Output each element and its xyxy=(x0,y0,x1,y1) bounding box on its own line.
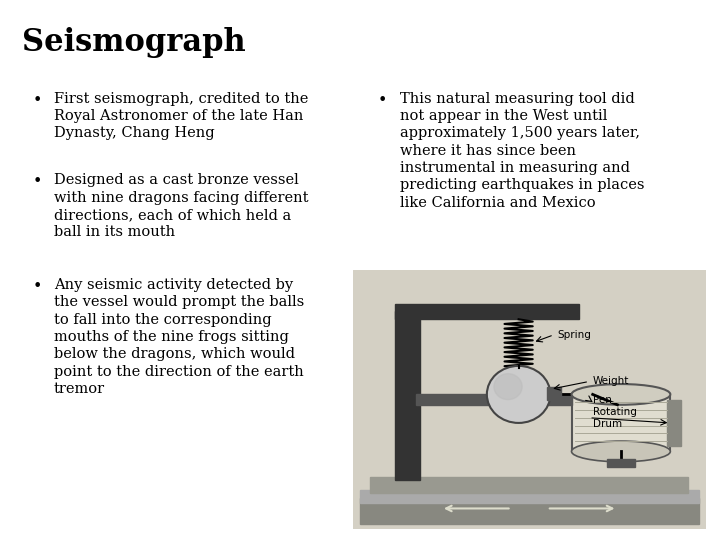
Text: Designed as a cast bronze vessel
with nine dragons facing different
directions, : Designed as a cast bronze vessel with ni… xyxy=(54,173,308,239)
Bar xyxy=(667,400,681,446)
Bar xyxy=(360,498,698,524)
Ellipse shape xyxy=(494,374,522,400)
Bar xyxy=(395,312,420,480)
Bar xyxy=(395,303,579,319)
Text: •: • xyxy=(32,278,42,295)
Bar xyxy=(607,459,635,467)
Text: Pen: Pen xyxy=(593,395,611,404)
Text: Weight: Weight xyxy=(593,376,629,387)
Ellipse shape xyxy=(487,366,550,423)
Text: Rotating
Drum: Rotating Drum xyxy=(593,407,636,429)
Text: Spring: Spring xyxy=(557,330,591,340)
Bar xyxy=(371,477,688,493)
Bar xyxy=(572,394,670,451)
Ellipse shape xyxy=(572,384,670,405)
Bar xyxy=(416,394,572,405)
Text: This natural measuring tool did
not appear in the West until
approximately 1,500: This natural measuring tool did not appe… xyxy=(400,92,644,210)
Text: •: • xyxy=(32,173,42,190)
Bar xyxy=(360,490,698,503)
Text: •: • xyxy=(378,92,387,109)
Text: Any seismic activity detected by
the vessel would prompt the balls
to fall into : Any seismic activity detected by the ves… xyxy=(54,278,305,396)
Text: Seismograph: Seismograph xyxy=(22,27,246,58)
Ellipse shape xyxy=(572,441,670,462)
Bar xyxy=(547,387,561,400)
Text: First seismograph, credited to the
Royal Astronomer of the late Han
Dynasty, Cha: First seismograph, credited to the Royal… xyxy=(54,92,308,140)
Text: •: • xyxy=(32,92,42,109)
